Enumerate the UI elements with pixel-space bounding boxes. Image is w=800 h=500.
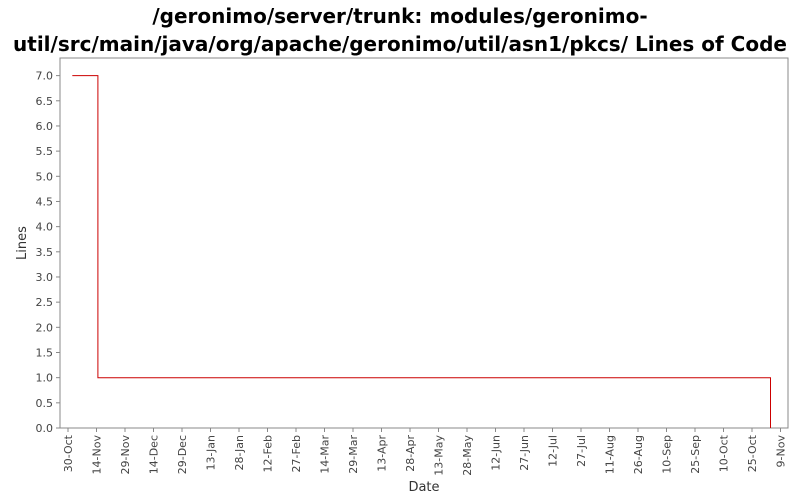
x-tick-label: 27-Jun <box>518 435 531 471</box>
y-tick-label: 6.5 <box>36 95 54 108</box>
x-axis: 30-Oct 14-Nov 29-Nov 14-Dec 29-Dec 13-Jan 28-J… <box>62 428 788 476</box>
x-axis-label: Date <box>408 480 439 495</box>
chart-title-line-2: util/src/main/java/org/apache/geronimo/u… <box>13 32 787 56</box>
y-tick-label: 4.5 <box>36 195 54 208</box>
x-tick-label: 10-Sep <box>661 435 674 474</box>
y-axis-label: Lines <box>15 226 30 260</box>
x-tick-label: 27-Jul <box>575 435 588 467</box>
plot-area <box>59 57 789 429</box>
y-tick-label: 5.0 <box>36 170 54 183</box>
x-tick-label: 28-Jan <box>233 435 246 471</box>
y-tick-label: 2.5 <box>36 296 54 309</box>
x-tick-label: 13-Apr <box>376 435 389 472</box>
y-tick-label: 4.0 <box>36 221 54 234</box>
x-tick-label: 14-Dec <box>148 435 161 474</box>
x-tick-label: 28-May <box>461 435 474 476</box>
x-tick-label: 29-Dec <box>176 435 189 474</box>
x-tick-label: 13-May <box>433 435 446 476</box>
x-tick-label: 12-Jun <box>490 435 503 471</box>
x-tick-label: 10-Oct <box>718 434 731 472</box>
y-axis: 0.0 0.5 1.0 1.5 2.0 2.5 3.0 3.5 4.0 4.5 5.0 5.5 6.0 6… <box>36 70 60 435</box>
y-tick-label: 1.5 <box>36 346 54 359</box>
y-tick-label: 3.0 <box>36 271 54 284</box>
x-tick-label: 12-Feb <box>262 435 275 472</box>
x-tick-label: 14-Nov <box>91 435 104 475</box>
x-tick-label: 13-Jan <box>205 435 218 471</box>
y-tick-label: 0.0 <box>36 422 54 435</box>
x-tick-label: 11-Aug <box>604 435 617 474</box>
x-tick-label: 12-Jul <box>547 435 560 467</box>
x-tick-label: 9-Nov <box>775 435 788 468</box>
y-tick-label: 0.5 <box>36 397 54 410</box>
y-tick-label: 6.0 <box>36 120 54 133</box>
y-tick-label: 5.5 <box>36 145 54 158</box>
x-tick-label: 29-Nov <box>119 435 132 475</box>
y-tick-label: 2.0 <box>36 321 54 334</box>
y-tick-label: 7.0 <box>36 70 54 83</box>
x-tick-label: 25-Sep <box>689 435 702 474</box>
x-tick-label: 25-Oct <box>746 434 759 472</box>
chart-title-line-1: /geronimo/server/trunk: modules/geronimo… <box>152 4 648 28</box>
series-line <box>72 75 771 428</box>
series-layer <box>72 75 771 428</box>
x-tick-label: 30-Oct <box>62 434 75 472</box>
x-tick-label: 14-Mar <box>319 435 332 474</box>
x-tick-label: 27-Feb <box>290 435 303 472</box>
x-tick-label: 26-Aug <box>632 435 645 474</box>
y-tick-label: 3.5 <box>36 246 54 259</box>
x-tick-label: 29-Mar <box>347 435 360 474</box>
chart-title: /geronimo/server/trunk: modules/geronimo… <box>0 2 800 58</box>
y-tick-label: 1.0 <box>36 372 54 385</box>
x-tick-label: 28-Apr <box>404 435 417 472</box>
